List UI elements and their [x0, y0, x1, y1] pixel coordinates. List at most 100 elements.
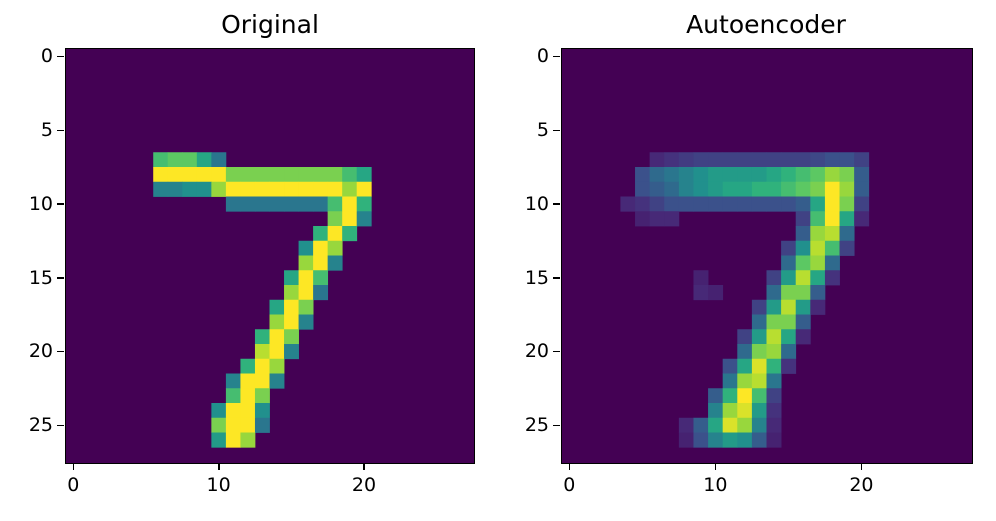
y-tick-label: 5 — [536, 119, 549, 142]
heatmap-cell — [781, 329, 797, 345]
heatmap-cell — [766, 373, 782, 389]
heatmap-cell — [254, 181, 270, 197]
heatmap-cell — [225, 432, 241, 448]
heatmap-cell — [693, 417, 709, 433]
heatmap-cell — [196, 152, 212, 168]
heatmap-cell — [254, 167, 270, 183]
heatmap-cell — [781, 181, 797, 197]
heatmap-cell — [693, 285, 709, 301]
x-tick-label: 10 — [703, 474, 728, 496]
heatmap-cell — [751, 196, 767, 212]
heatmap-cell — [795, 270, 811, 286]
heatmap-cell — [678, 181, 694, 197]
heatmap-cell — [240, 358, 256, 374]
heatmap-cell — [839, 167, 855, 183]
heatmap-cell — [284, 196, 299, 212]
y-tick-label: 15 — [28, 266, 53, 289]
heatmap-cell — [284, 344, 299, 360]
heatmap-cell — [751, 358, 767, 374]
panel-original: Original 0 10 20 0 5 10 15 20 25 — [28, 10, 475, 496]
heatmap-cell — [766, 285, 782, 301]
heatmap-cell — [254, 196, 270, 212]
heatmap-cell — [182, 181, 198, 197]
heatmap-cell — [766, 403, 782, 419]
heatmap-cell — [196, 167, 212, 183]
heatmap-cell — [225, 196, 241, 212]
heatmap-cell — [795, 181, 811, 197]
heatmap-cell — [737, 196, 753, 212]
heatmap-cell — [781, 167, 797, 183]
heatmap-cell — [313, 255, 329, 271]
heatmap-cell — [766, 388, 782, 404]
heatmap-cell — [766, 314, 782, 330]
heatmap-cell — [781, 196, 797, 212]
heatmap-cell — [240, 403, 256, 419]
heatmap-cell — [225, 388, 241, 404]
heatmap-cell — [781, 314, 797, 330]
y-tick-label: 15 — [524, 266, 549, 289]
heatmap-cell — [693, 432, 709, 448]
heatmap-cell — [269, 373, 285, 389]
y-tick-mark — [57, 203, 64, 205]
heatmap-cell — [269, 167, 285, 183]
heatmap-cell — [284, 167, 299, 183]
y-tick-mark — [553, 203, 560, 205]
heatmap-cell — [737, 152, 753, 168]
heatmap-cell — [795, 329, 811, 345]
heatmap-cell — [839, 181, 855, 197]
x-tick-label: 20 — [351, 474, 377, 496]
heatmap-cell — [751, 181, 767, 197]
heatmap-cell — [795, 226, 811, 242]
heatmap-cell — [854, 196, 870, 212]
heatmap-cell — [298, 285, 314, 301]
heatmap-cell — [722, 152, 738, 168]
heatmap-cell — [225, 167, 241, 183]
heatmap-cell — [327, 211, 343, 227]
y-tick-mark — [57, 424, 64, 427]
x-tick-label: 20 — [849, 474, 874, 496]
heatmap-cell — [693, 167, 709, 183]
heatmap-cell — [795, 152, 811, 168]
heatmap-cell — [722, 432, 738, 448]
heatmap-cell — [649, 196, 665, 212]
heatmap-cell — [708, 167, 724, 183]
heatmap-cell — [751, 344, 767, 360]
heatmap-cell — [664, 211, 680, 227]
y-tick-mark — [57, 350, 64, 353]
heatmap-cell — [810, 285, 826, 301]
heatmap-cell — [781, 299, 797, 315]
heatmap-cell — [635, 181, 651, 197]
heatmap-cell — [298, 270, 314, 286]
heatmap-cell — [824, 167, 840, 183]
heatmap-cell — [356, 211, 372, 227]
heatmap-axes-autoencoder: 0 10 20 0 5 10 15 20 25 — [525, 45, 973, 496]
heatmap-cell — [313, 240, 329, 256]
heatmap-cell — [664, 167, 680, 183]
heatmap-cell — [781, 285, 797, 301]
heatmap-cell — [356, 196, 372, 212]
heatmap-cell — [693, 181, 709, 197]
heatmap-cell — [766, 152, 782, 168]
heatmap-cell — [327, 255, 343, 271]
heatmap-cell — [737, 417, 753, 433]
heatmap-cell — [327, 240, 343, 256]
heatmap-cell — [751, 152, 767, 168]
heatmap-cell — [313, 226, 329, 242]
heatmap-cell — [678, 432, 694, 448]
heatmap-cell — [620, 196, 636, 212]
x-tick-mark — [72, 463, 75, 470]
heatmap-cell — [313, 270, 329, 286]
y-tick-label: 5 — [40, 119, 53, 142]
heatmap-cell — [751, 329, 767, 345]
y-tick-label: 10 — [28, 192, 53, 215]
heatmap-cell — [254, 417, 270, 433]
heatmap-cell — [313, 181, 329, 197]
heatmap-cell — [284, 270, 299, 286]
heatmap-cell — [240, 196, 256, 212]
heatmap-cell — [766, 299, 782, 315]
heatmap-cell — [722, 167, 738, 183]
heatmap-cell — [766, 181, 782, 197]
heatmap-cell — [708, 152, 724, 168]
heatmap-cell — [810, 152, 826, 168]
heatmap-cell — [854, 152, 870, 168]
